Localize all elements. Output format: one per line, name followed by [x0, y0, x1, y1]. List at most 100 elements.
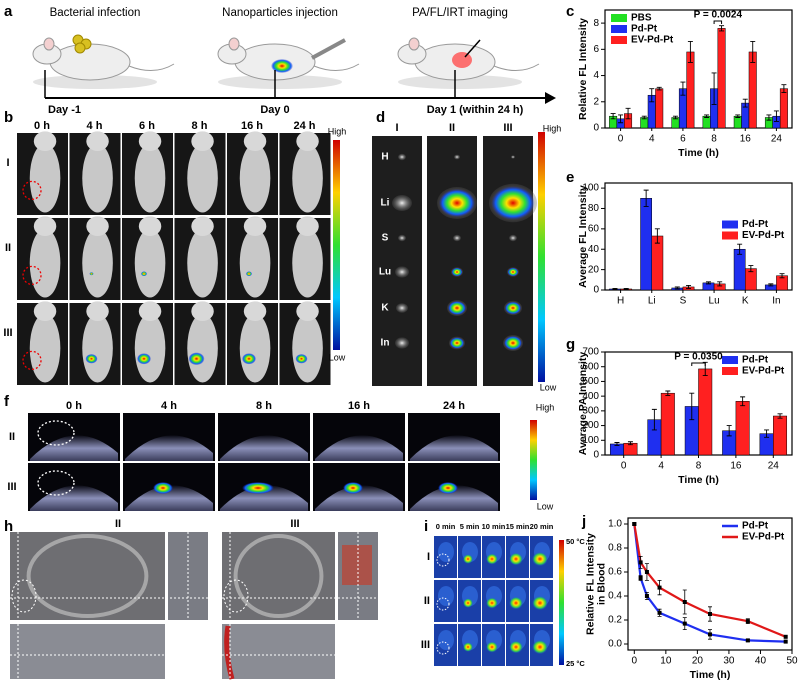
scale-label: Low [329, 352, 346, 362]
x-tick-label: 8 [696, 461, 702, 472]
bracket [691, 362, 706, 366]
roi-marker [223, 579, 249, 613]
x-tick-label: 20 [692, 656, 704, 667]
shadow [33, 75, 157, 89]
error-bar [750, 41, 756, 63]
legend-swatch [611, 14, 627, 22]
y-tick-label: 6 [593, 44, 599, 55]
color-bar [559, 540, 564, 665]
infection-marker [22, 180, 42, 201]
fl-signal [504, 301, 522, 315]
mouse-body [49, 43, 131, 81]
error-bar [779, 273, 785, 279]
y-tick-label: 300 [582, 405, 599, 416]
legend-swatch [722, 367, 738, 375]
row-label: III [3, 327, 12, 339]
y-tick-label: 0.2 [608, 615, 622, 626]
y-tick-label: 0 [593, 123, 599, 134]
error-bar [711, 72, 717, 105]
error-bar [768, 283, 774, 287]
time-label: 16 h [348, 400, 370, 412]
thermal-signal [463, 642, 473, 652]
mouse [29, 313, 61, 383]
bar [698, 368, 713, 456]
fl-signal [85, 353, 98, 364]
time-label: 4 h [161, 400, 177, 412]
fl-signal [507, 267, 519, 277]
bar [660, 392, 675, 456]
mouse [134, 228, 166, 298]
x-axis-label: Time (h) [678, 147, 719, 159]
organ [392, 195, 412, 211]
body [438, 586, 454, 606]
row-label: II [5, 242, 11, 254]
time-label: 16 h [241, 120, 263, 132]
imaging-site [452, 52, 472, 68]
error-bar [625, 107, 631, 120]
laser-arrow [464, 39, 481, 58]
infection-marker [22, 265, 42, 286]
fl-signal [491, 186, 535, 220]
time-label: 6 h [139, 120, 155, 132]
mouse [86, 131, 109, 152]
tissue [233, 534, 324, 618]
organ-label: S [382, 233, 389, 244]
marker [657, 610, 662, 615]
mouse [239, 228, 271, 298]
time-label: 24 h [443, 400, 465, 412]
roi-marker [436, 597, 450, 611]
tissue [26, 534, 149, 618]
p-value: P = 0.0350 [674, 352, 723, 363]
time-label: 24 h [293, 120, 315, 132]
pa-tissue [125, 435, 213, 461]
marker [632, 522, 637, 526]
bar [748, 51, 757, 129]
marker [682, 621, 687, 626]
mouse [187, 313, 218, 383]
mouse [243, 216, 267, 237]
mouse [292, 143, 323, 213]
legend-label: EV-Pd-Pt [742, 532, 785, 543]
plot-frame [604, 9, 793, 129]
mouse [191, 131, 214, 152]
panel-label: f [4, 393, 10, 410]
panel-label: b [4, 109, 13, 126]
error-bar [766, 114, 772, 121]
roi-marker [37, 420, 75, 446]
y-tick-label: 600 [582, 361, 599, 372]
x-tick-label: Lu [709, 296, 720, 307]
timeline-arrow [545, 92, 556, 104]
time-label: 15 min [506, 522, 530, 531]
y-tick-label: 0.4 [608, 591, 622, 602]
column-label: I [395, 122, 398, 134]
bacteria [74, 42, 86, 54]
mouse [134, 143, 166, 213]
pa-tissue [30, 485, 118, 511]
mouse [243, 131, 267, 152]
x-tick-label: Li [648, 296, 656, 307]
error-bar [672, 115, 678, 120]
time-label: 8 h [192, 120, 208, 132]
time-label: 4 h [87, 120, 103, 132]
organ [398, 234, 406, 242]
fl-signal [141, 271, 147, 277]
pa-tissue [315, 435, 403, 461]
error-bar [680, 81, 686, 96]
organ-label: Li [381, 198, 390, 209]
organ [453, 234, 461, 242]
panel-label: e [566, 169, 574, 186]
bar [640, 198, 653, 291]
x-tick-label: 4 [649, 134, 655, 145]
image [222, 532, 335, 620]
pa-signal [438, 482, 458, 494]
thermal-signal [532, 639, 548, 655]
mouse [243, 301, 267, 322]
time-label: 10 min [482, 522, 506, 531]
column-label: III [503, 122, 512, 134]
bar [686, 51, 695, 129]
roi-marker [436, 553, 450, 567]
line [633, 523, 786, 643]
legend-label: PBS [631, 13, 652, 24]
step-label: Bacterial infection [50, 7, 141, 19]
x-tick-label: 16 [740, 134, 752, 145]
